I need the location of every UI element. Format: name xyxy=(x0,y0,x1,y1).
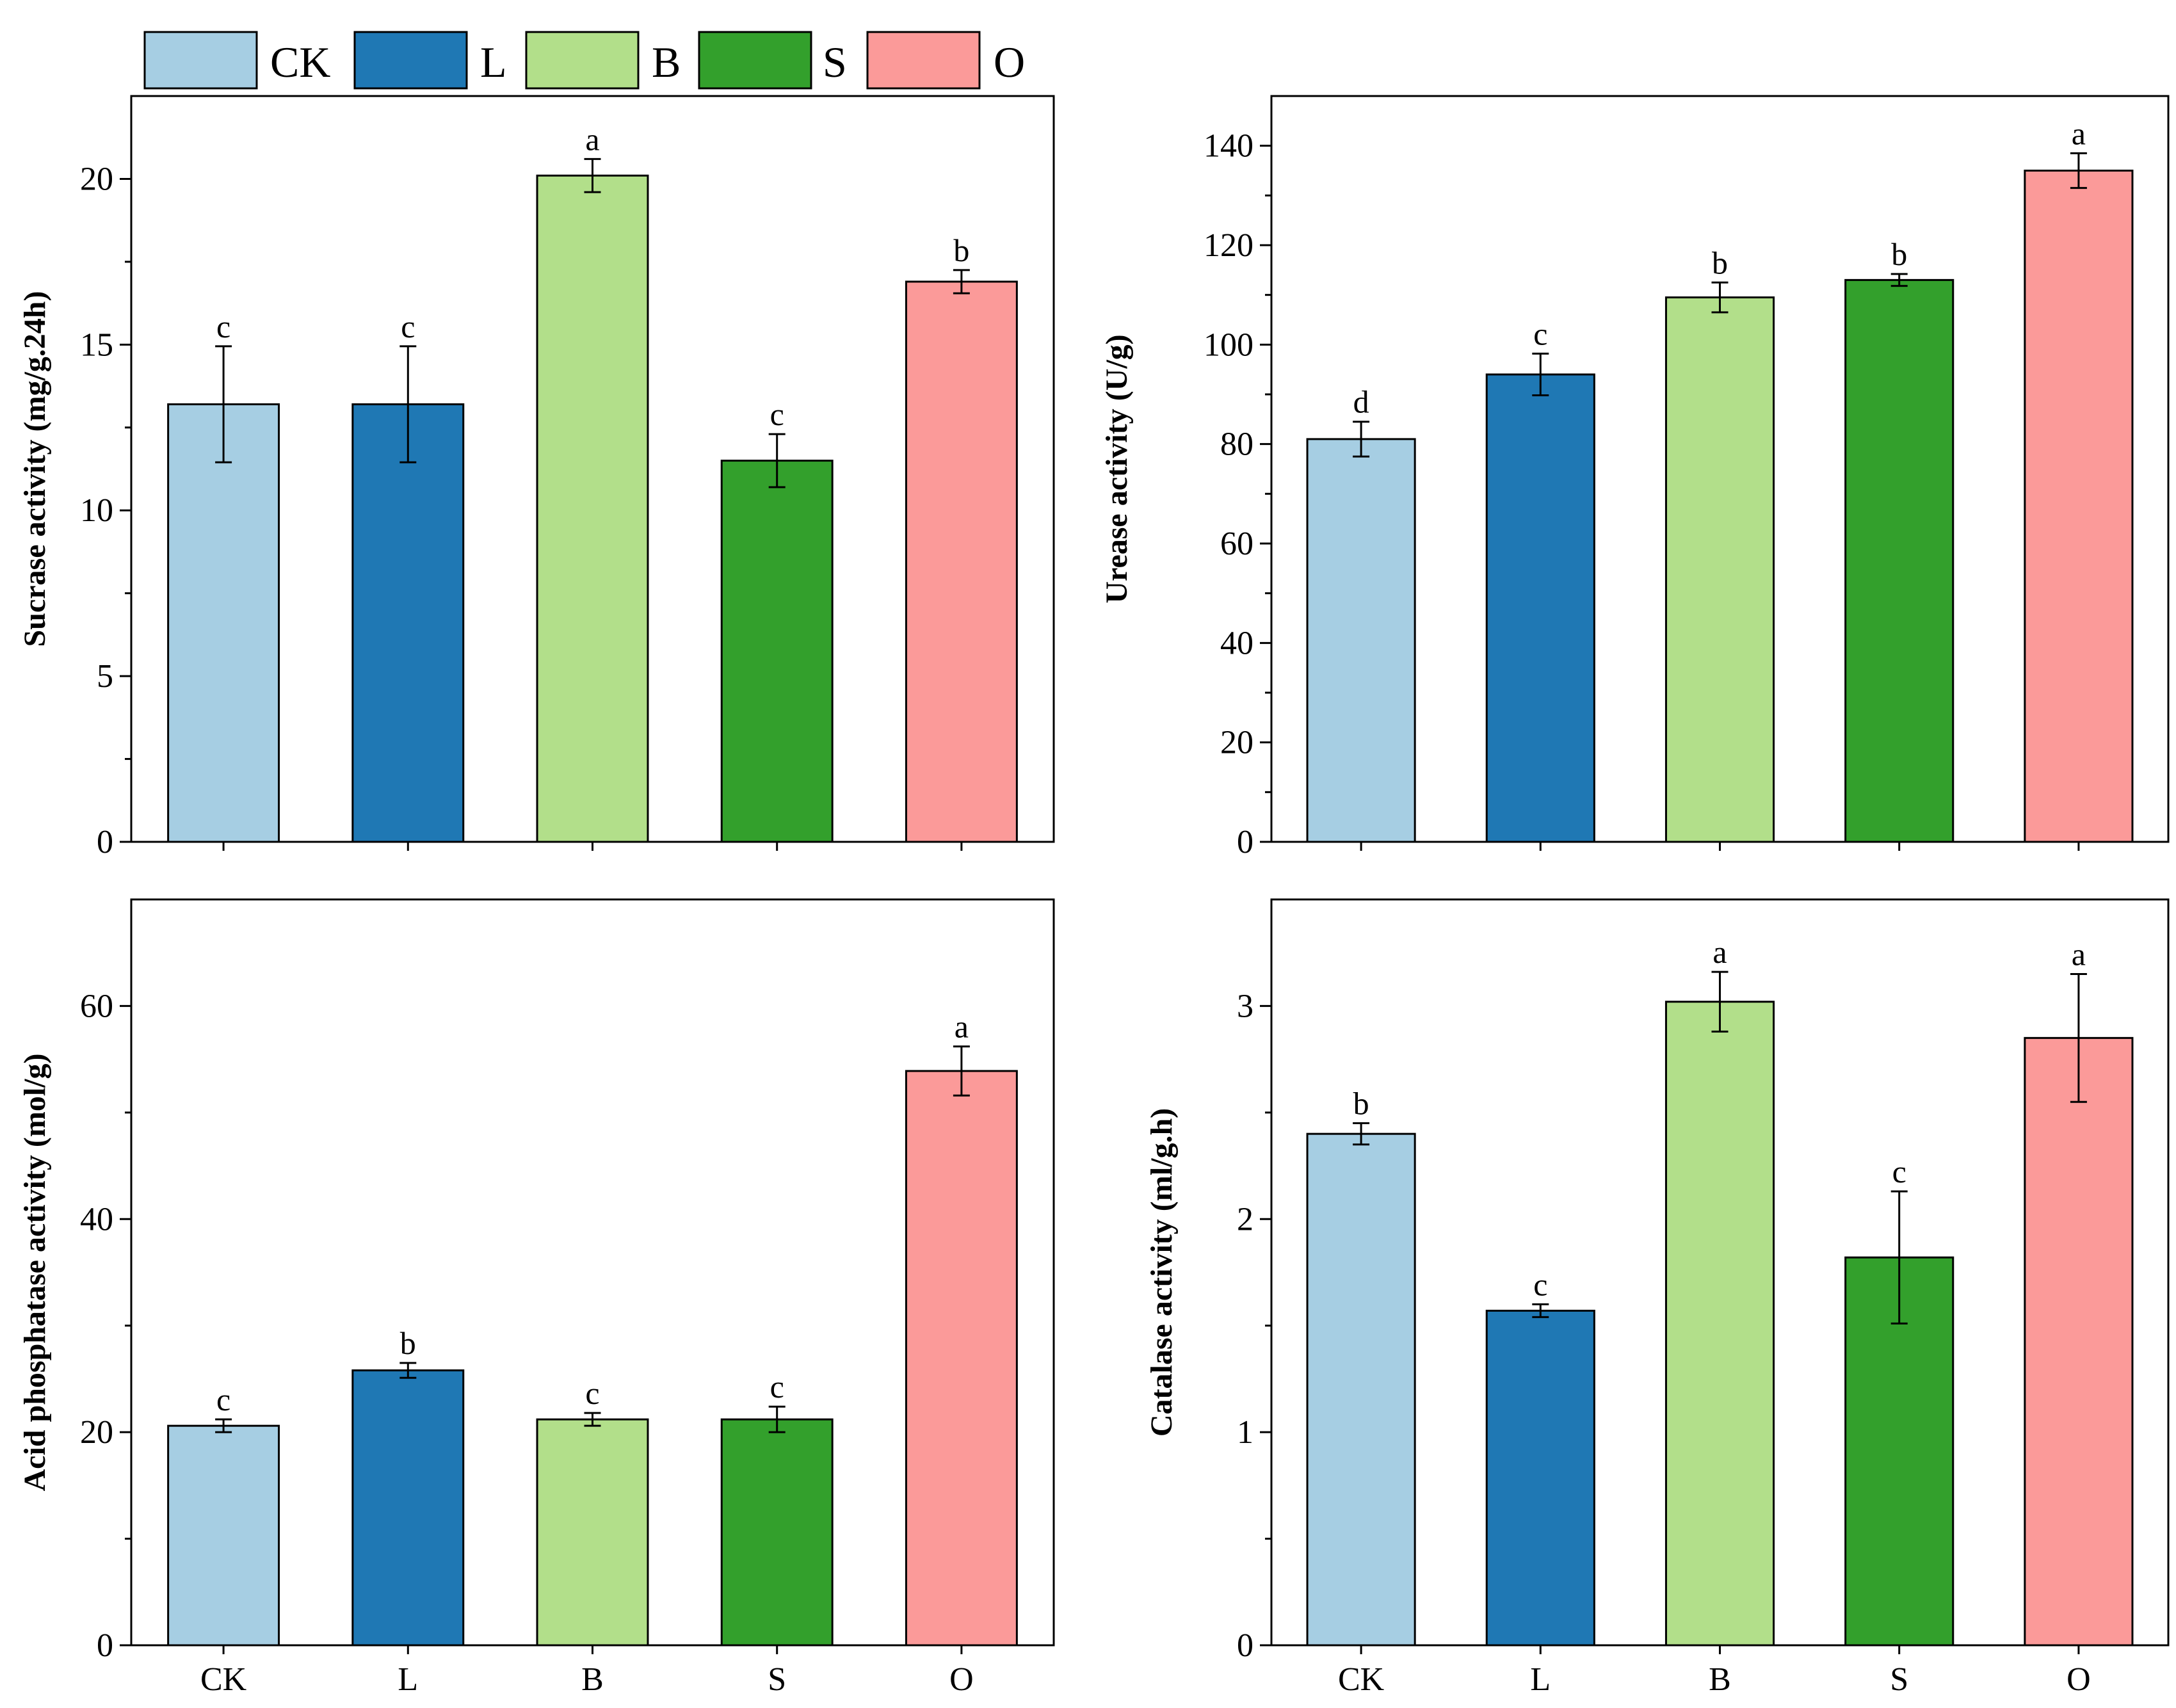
plot-frame xyxy=(1270,898,2170,1647)
legend-label-l: L xyxy=(480,38,507,86)
bar-b xyxy=(536,1418,649,1647)
y-tick-label: 1 xyxy=(1237,1414,1253,1451)
legend-swatch-l xyxy=(353,31,468,90)
bar-ck xyxy=(1306,438,1416,843)
x-tick-label-ck: CK xyxy=(200,1661,247,1698)
x-tick-label-b: B xyxy=(581,1661,604,1698)
y-axis-title: Urease activity (U/g) xyxy=(1100,334,1134,603)
y-tick-label: 3 xyxy=(1237,988,1253,1024)
plot-frame xyxy=(130,95,1055,843)
bar-o xyxy=(2024,170,2134,843)
bar-ck xyxy=(167,403,280,843)
bar-o xyxy=(905,1070,1018,1647)
significance-letter-ck: b xyxy=(1353,1086,1369,1122)
y-tick-label: 20 xyxy=(80,1414,113,1451)
y-tick-label: 80 xyxy=(1220,426,1253,463)
significance-letter-ck: d xyxy=(1353,384,1369,420)
significance-letter-l: c xyxy=(1533,1266,1547,1302)
legend-swatch-ck xyxy=(143,31,258,90)
catalase-activity-chart: b CK c La Bc Sa O 0 1 2 3 Catalase activity (ml/g.h… xyxy=(1145,898,2170,1698)
significance-letter-o: a xyxy=(2072,937,2086,972)
legend-label-ck: CK xyxy=(270,38,330,86)
y-tick-label: 120 xyxy=(1204,227,1253,264)
bar-l xyxy=(1485,1309,1595,1647)
legend-label-o: O xyxy=(994,38,1025,86)
plot-frame xyxy=(1270,95,2170,843)
y-tick-label: 60 xyxy=(80,988,113,1024)
significance-letter-o: a xyxy=(2072,115,2086,151)
significance-letter-s: b xyxy=(1891,236,1907,272)
legend-swatch-b xyxy=(525,31,640,90)
acid-phosphatase-activity-chart: c CK b Lc Bc Sa O 0 20 40 60 Acid phosphatase activ… xyxy=(18,898,1055,1698)
significance-letter-l: b xyxy=(400,1325,416,1361)
y-tick-label: 2 xyxy=(1237,1201,1253,1237)
significance-letter-b: a xyxy=(585,121,599,157)
y-tick-label: 0 xyxy=(97,824,113,860)
significance-letter-s: c xyxy=(1892,1154,1906,1189)
significance-letter-ck: c xyxy=(216,309,230,344)
bar-l xyxy=(351,403,465,843)
bar-o xyxy=(905,280,1018,843)
x-tick-label-ck: CK xyxy=(1338,1661,1385,1698)
significance-letter-o: b xyxy=(953,232,969,268)
y-tick-label: 10 xyxy=(80,492,113,529)
bar-ck xyxy=(1306,1132,1416,1647)
y-axis-title: Catalase activity (ml/g.h) xyxy=(1145,1108,1179,1437)
y-tick-label: 15 xyxy=(80,326,113,363)
y-tick-label: 40 xyxy=(1220,625,1253,661)
significance-letter-ck: c xyxy=(216,1382,230,1417)
y-axis-title: Sucrase activity (mg/g.24h) xyxy=(18,291,52,647)
significance-letter-b: c xyxy=(585,1375,599,1411)
legend-swatch-s xyxy=(698,31,812,90)
legend: CK L B S O xyxy=(143,31,1025,90)
x-tick-label-l: L xyxy=(1530,1661,1551,1698)
y-tick-label: 140 xyxy=(1204,128,1253,165)
x-tick-label-o: O xyxy=(2067,1661,2091,1698)
bar-l xyxy=(351,1369,465,1647)
significance-letter-s: c xyxy=(770,1369,784,1405)
significance-letter-l: c xyxy=(401,309,415,344)
y-tick-label: 20 xyxy=(80,161,113,197)
x-tick-label-s: S xyxy=(768,1661,786,1698)
bar-b xyxy=(536,174,649,843)
legend-label-b: B xyxy=(652,38,681,86)
significance-letter-l: c xyxy=(1533,316,1547,351)
bar-b xyxy=(1664,296,1775,843)
significance-letter-b: a xyxy=(1713,934,1727,970)
bar-o xyxy=(2024,1036,2134,1647)
urease-activity-chart: d c b b a 0 20 40 60 80 100 120 140 Urease activity (… xyxy=(1100,95,2170,860)
significance-letter-s: c xyxy=(770,396,784,432)
y-tick-label: 5 xyxy=(97,658,113,695)
sucrase-activity-chart: c c a c b 0 5 10 15 20 Sucrase activity (mg/g.24h) xyxy=(18,95,1055,860)
plot-frame xyxy=(130,898,1055,1647)
bar-s xyxy=(1844,278,1954,843)
y-tick-label: 100 xyxy=(1204,326,1253,363)
x-tick-label-s: S xyxy=(1890,1661,1908,1698)
x-tick-label-o: O xyxy=(949,1661,974,1698)
bar-s xyxy=(720,460,834,843)
y-axis-title: Acid phosphatase activity (mol/g) xyxy=(18,1054,52,1492)
y-tick-label: 0 xyxy=(97,1627,113,1664)
y-tick-label: 40 xyxy=(80,1201,113,1237)
bar-ck xyxy=(167,1424,280,1647)
y-tick-label: 0 xyxy=(1237,1627,1253,1664)
bar-l xyxy=(1485,373,1595,843)
y-tick-label: 60 xyxy=(1220,526,1253,562)
bar-s xyxy=(720,1418,834,1647)
x-tick-label-l: L xyxy=(398,1661,418,1698)
significance-letter-o: a xyxy=(955,1009,969,1045)
y-tick-label: 0 xyxy=(1237,824,1253,860)
significance-letter-b: b xyxy=(1712,245,1728,280)
legend-label-s: S xyxy=(823,38,847,86)
bar-b xyxy=(1664,1001,1775,1647)
x-tick-label-b: B xyxy=(1709,1661,1731,1698)
legend-swatch-o xyxy=(866,31,981,90)
y-tick-label: 20 xyxy=(1220,725,1253,761)
